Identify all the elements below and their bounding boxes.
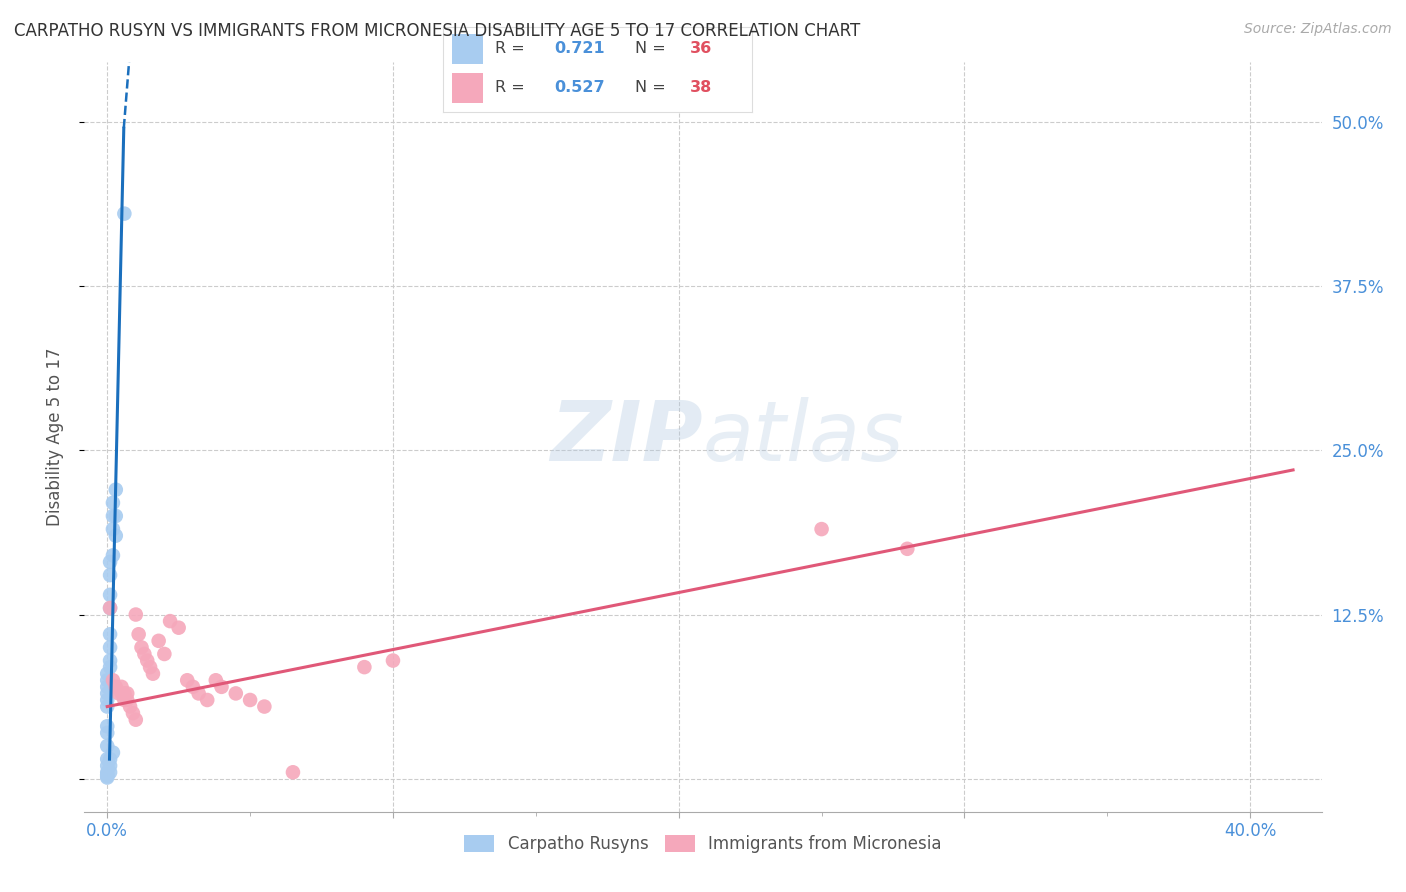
Point — [153, 647, 176, 661]
Text: 0.527: 0.527 — [554, 80, 605, 95]
Point — [98, 640, 121, 655]
Point — [96, 771, 118, 785]
Point — [115, 686, 138, 700]
Text: 0.721: 0.721 — [554, 41, 605, 56]
Point — [110, 680, 132, 694]
Text: atlas: atlas — [703, 397, 904, 477]
Point — [104, 680, 127, 694]
Point — [810, 522, 832, 536]
Point — [96, 699, 118, 714]
Point — [122, 706, 145, 720]
Point — [96, 768, 118, 782]
Point — [115, 693, 138, 707]
Point — [96, 673, 118, 688]
Point — [98, 588, 121, 602]
Point — [128, 627, 150, 641]
Point — [96, 769, 118, 783]
Point — [96, 680, 118, 694]
Point — [107, 686, 129, 700]
Point — [187, 686, 209, 700]
Point — [204, 673, 226, 688]
Point — [225, 686, 247, 700]
Point — [211, 680, 233, 694]
Point — [101, 522, 124, 536]
Point — [98, 601, 121, 615]
Point — [96, 739, 118, 753]
Point — [110, 686, 132, 700]
Point — [253, 699, 276, 714]
Point — [112, 686, 135, 700]
Point — [96, 765, 118, 780]
Point — [96, 693, 118, 707]
Point — [281, 765, 304, 780]
Point — [101, 508, 124, 523]
Point — [125, 713, 148, 727]
Point — [98, 765, 121, 780]
Point — [112, 693, 135, 707]
Point — [159, 614, 181, 628]
Point — [96, 686, 118, 700]
Point — [148, 633, 170, 648]
Y-axis label: Disability Age 5 to 17: Disability Age 5 to 17 — [45, 348, 63, 526]
Point — [104, 508, 127, 523]
Point — [136, 654, 159, 668]
Point — [98, 555, 121, 569]
Point — [101, 746, 124, 760]
Point — [104, 529, 127, 543]
Text: R =: R = — [495, 80, 530, 95]
FancyBboxPatch shape — [453, 72, 484, 103]
Point — [131, 640, 153, 655]
Point — [96, 768, 118, 782]
Text: 38: 38 — [690, 80, 713, 95]
FancyBboxPatch shape — [453, 34, 484, 64]
Text: R =: R = — [495, 41, 530, 56]
Point — [98, 752, 121, 766]
Point — [125, 607, 148, 622]
Point — [139, 660, 162, 674]
Point — [104, 483, 127, 497]
Point — [98, 654, 121, 668]
Text: Source: ZipAtlas.com: Source: ZipAtlas.com — [1244, 22, 1392, 37]
Point — [176, 673, 198, 688]
Point — [195, 693, 218, 707]
Point — [96, 752, 118, 766]
Point — [96, 719, 118, 733]
Legend: Carpatho Rusyns, Immigrants from Micronesia: Carpatho Rusyns, Immigrants from Microne… — [457, 828, 949, 860]
Point — [353, 660, 375, 674]
Point — [98, 627, 121, 641]
Text: N =: N = — [634, 80, 671, 95]
Text: CARPATHO RUSYN VS IMMIGRANTS FROM MICRONESIA DISABILITY AGE 5 TO 17 CORRELATION : CARPATHO RUSYN VS IMMIGRANTS FROM MICRON… — [14, 22, 860, 40]
Point — [96, 758, 118, 772]
Point — [239, 693, 262, 707]
Point — [96, 726, 118, 740]
Point — [134, 647, 156, 661]
Point — [112, 206, 135, 220]
Point — [98, 601, 121, 615]
Point — [896, 541, 918, 556]
Point — [96, 666, 118, 681]
Point — [101, 496, 124, 510]
Point — [167, 621, 190, 635]
Point — [120, 699, 142, 714]
Point — [98, 660, 121, 674]
Point — [142, 666, 165, 681]
Point — [98, 758, 121, 772]
Point — [98, 568, 121, 582]
Point — [101, 549, 124, 563]
Text: 36: 36 — [690, 41, 713, 56]
Point — [381, 654, 404, 668]
Text: ZIP: ZIP — [550, 397, 703, 477]
Text: N =: N = — [634, 41, 671, 56]
Point — [101, 673, 124, 688]
Point — [181, 680, 204, 694]
